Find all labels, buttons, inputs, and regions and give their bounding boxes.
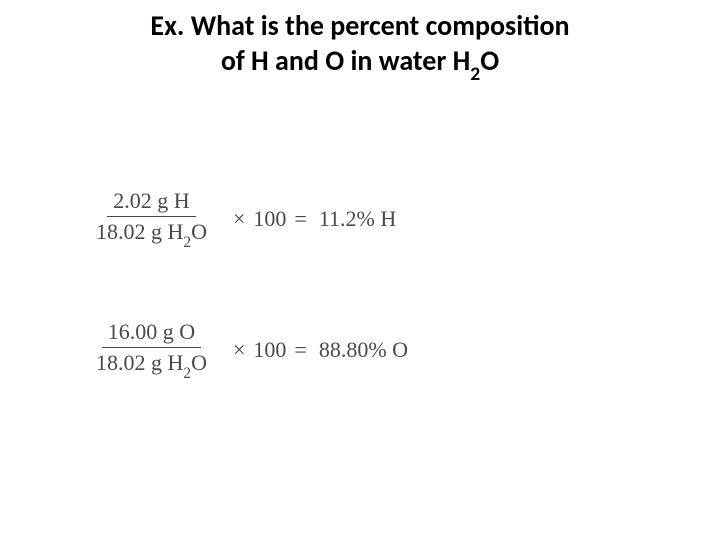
- denom-o-suffix: O: [191, 350, 207, 375]
- times-operator-2: ×: [233, 337, 245, 363]
- fraction-hydrogen: 2.02 g H 18.02 g H2O: [90, 188, 213, 249]
- denom-h-suffix: O: [191, 219, 207, 244]
- equals-operator-1: =: [294, 206, 306, 232]
- multiplier-2: 100: [253, 337, 286, 363]
- denominator-oxygen: 18.02 g H2O: [90, 348, 213, 380]
- times-operator-1: ×: [233, 206, 245, 232]
- title-line-2-prefix: of H and O in water H: [221, 43, 470, 78]
- denominator-hydrogen: 18.02 g H2O: [90, 217, 213, 249]
- equals-operator-2: =: [294, 337, 306, 363]
- numerator-oxygen: 16.00 g O: [102, 319, 201, 348]
- result-hydrogen: 11.2% H: [319, 206, 396, 232]
- title-line-2-suffix: O: [480, 43, 499, 78]
- equation-hydrogen: 2.02 g H 18.02 g H2O × 100 = 11.2% H: [90, 188, 720, 249]
- numerator-hydrogen: 2.02 g H: [107, 188, 195, 217]
- denom-o-sub: 2: [183, 365, 191, 382]
- denom-h-sub: 2: [183, 234, 191, 251]
- multiplier-1: 100: [253, 206, 286, 232]
- fraction-oxygen: 16.00 g O 18.02 g H2O: [90, 319, 213, 380]
- equation-oxygen: 16.00 g O 18.02 g H2O × 100 = 88.80% O: [90, 319, 720, 380]
- result-oxygen: 88.80% O: [319, 337, 408, 363]
- title-subscript: 2: [470, 62, 480, 86]
- title-container: Ex. What is the percent composition of H…: [0, 0, 720, 83]
- title-line-1: Ex. What is the percent composition: [0, 8, 720, 43]
- denom-o-prefix: 18.02 g H: [96, 350, 183, 375]
- denom-h-prefix: 18.02 g H: [96, 219, 183, 244]
- title-line-2: of H and O in water H2O: [0, 43, 720, 83]
- equations-area: 2.02 g H 18.02 g H2O × 100 = 11.2% H 16.…: [0, 83, 720, 381]
